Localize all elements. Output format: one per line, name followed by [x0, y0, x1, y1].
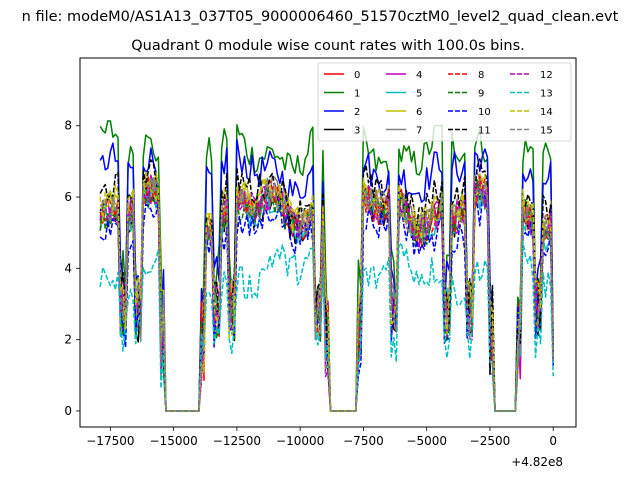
x-tick-label: −15000: [150, 434, 198, 448]
y-tick-label: 8: [64, 119, 72, 133]
legend-label-7: 7: [416, 126, 422, 137]
chart-title: Quadrant 0 module wise count rates with …: [131, 38, 525, 54]
x-tick-label: −10000: [276, 434, 324, 448]
x-offset-label: +4.82e8: [511, 455, 563, 469]
legend-label-4: 4: [416, 70, 422, 81]
legend-label-15: 15: [540, 126, 553, 137]
x-tick-label: −12500: [213, 434, 261, 448]
legend-label-6: 6: [416, 107, 422, 118]
series-line-11: [99, 158, 554, 412]
axes-frame: [79, 57, 577, 428]
x-tick-label: −5000: [406, 434, 447, 448]
legend-label-9: 9: [478, 89, 484, 100]
legend-label-14: 14: [540, 107, 553, 118]
x-axis: −17500 −15000 −12500 −10000 −7500 −5000 −2500 0: [86, 427, 557, 448]
x-tick-label: −2500: [470, 434, 511, 448]
x-tick-label: −17500: [86, 434, 134, 448]
legend-label-2: 2: [354, 107, 360, 118]
plot-area: −17500 −15000 −12500 −10000 −7500 −5000 −2500 0…: [64, 57, 577, 469]
x-tick-label: −7500: [343, 434, 384, 448]
legend-label-10: 10: [478, 107, 491, 118]
y-tick-label: 4: [64, 261, 72, 275]
series-line-15: [100, 176, 554, 412]
series-line-14: [99, 174, 554, 412]
x-tick-label: 0: [549, 434, 557, 448]
legend-box: [317, 62, 572, 142]
legend-label-1: 1: [354, 89, 360, 100]
y-axis: 0 2 4 6 8: [64, 119, 80, 418]
series-layer: [99, 120, 554, 412]
legend-label-0: 0: [354, 70, 360, 81]
legend-label-11: 11: [478, 126, 491, 137]
y-tick-label: 6: [64, 190, 72, 204]
y-tick-label: 0: [64, 404, 72, 418]
legend-label-8: 8: [478, 70, 484, 81]
y-tick-label: 2: [64, 333, 72, 347]
legend-label-3: 3: [354, 126, 360, 137]
legend-label-5: 5: [416, 89, 422, 100]
legend-label-12: 12: [540, 70, 553, 81]
legend-label-13: 13: [540, 89, 553, 100]
figure-suptitle: n file: modeM0/AS1A13_037T05_9000006460_…: [22, 9, 619, 25]
